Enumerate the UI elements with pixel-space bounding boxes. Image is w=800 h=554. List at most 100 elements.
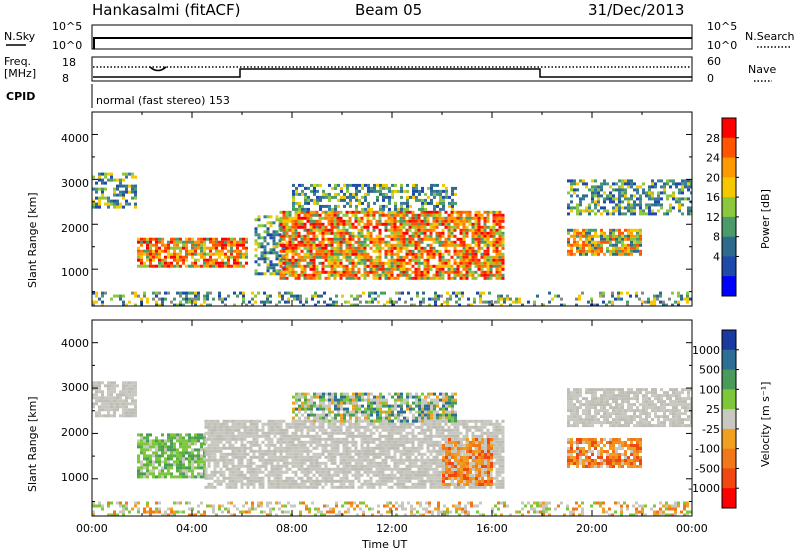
echo-cell-3	[414, 225, 418, 229]
echo-cell-2	[402, 458, 406, 462]
echo-cell-4	[439, 198, 442, 202]
echo-cell-2	[384, 449, 388, 453]
echo-cell-3	[297, 273, 301, 277]
echo-cell-4	[310, 189, 313, 193]
echo-cell-2	[390, 428, 394, 432]
echo-cell-5	[570, 188, 573, 192]
echo-cell-5	[627, 203, 630, 207]
echo-cell-2	[372, 431, 376, 435]
echo-cell-4	[355, 195, 358, 199]
echo-cell-7	[233, 303, 236, 306]
echo-cell-2	[405, 473, 409, 477]
echo-cell-0	[101, 181, 104, 185]
echo-cell-7	[599, 291, 602, 295]
echo-cell-7	[242, 300, 245, 304]
echo-cell-1	[242, 246, 245, 250]
echo-cell-3	[279, 249, 283, 253]
echo-cell-3	[318, 240, 322, 244]
echo-cell-3	[417, 261, 421, 265]
echo-cell-3	[369, 222, 373, 226]
echo-cell-5	[618, 179, 621, 183]
echo-cell-5	[624, 179, 627, 183]
echo-cell-2	[281, 254, 285, 258]
echo-cell-5	[627, 185, 630, 189]
echo-cell-3	[363, 273, 367, 277]
echo-cell-5	[672, 194, 675, 198]
echo-cell-3	[378, 261, 382, 265]
echo-cell-5	[621, 206, 624, 210]
echo-cell-3	[285, 243, 289, 247]
echo-cell-6	[627, 231, 630, 235]
echo-cell-3	[357, 231, 361, 235]
echo-cell-3	[453, 261, 457, 265]
echo-cell-3	[450, 276, 454, 280]
echo-cell-2	[254, 254, 258, 258]
echo-cell-4	[292, 198, 295, 202]
echo-cell-3	[486, 276, 490, 280]
echo-cell-5	[567, 206, 570, 210]
echo-cell-2	[312, 434, 316, 438]
echo-cell-0	[128, 202, 131, 206]
echo-cell-2	[417, 443, 421, 447]
echo-cell-3	[408, 240, 412, 244]
echo-cell-3	[282, 261, 286, 265]
echo-cell-3	[315, 219, 319, 223]
echo-cell-2	[273, 479, 277, 483]
echo-cell-2	[411, 485, 415, 489]
echo-cell-5	[690, 182, 692, 186]
echo-cell-4	[403, 189, 406, 193]
echo-cell-0	[125, 199, 128, 203]
echo-cell-3	[348, 231, 352, 235]
echo-cell-2	[249, 443, 253, 447]
echo-cell-4	[421, 189, 424, 193]
echo-cell-0	[101, 190, 104, 194]
echo-cell-3	[447, 219, 451, 223]
echo-cell-1	[173, 249, 176, 253]
echo-cell-0	[122, 408, 125, 412]
echo-cell-1	[200, 466, 203, 470]
echo-cell-3	[465, 276, 469, 280]
nsky-tick-high: 10^5	[52, 20, 82, 33]
echo-cell-2	[441, 485, 445, 489]
echo-cell-1	[215, 264, 218, 268]
echo-cell-3	[399, 267, 403, 271]
echo-cell-1	[170, 463, 173, 467]
echo-cell-2	[273, 443, 277, 447]
echo-cell-2	[306, 449, 310, 453]
echo-cell-2	[252, 443, 256, 447]
echo-cell-3	[318, 216, 322, 220]
echo-cell-3	[426, 249, 430, 253]
echo-cell-2	[210, 431, 214, 435]
echo-cell-1	[194, 261, 197, 265]
echo-cell-3	[486, 261, 490, 265]
echo-cell-7	[431, 297, 434, 301]
echo-cell-5	[600, 182, 603, 186]
echo-cell-3	[378, 276, 382, 280]
echo-cell-1	[161, 445, 164, 449]
echo-cell-5	[639, 185, 642, 189]
echo-cell-1	[161, 454, 164, 458]
echo-cell-6	[582, 243, 585, 247]
echo-cell-2	[333, 473, 337, 477]
echo-cell-3	[339, 258, 343, 262]
echo-cell-2	[270, 428, 274, 432]
echo-cell-3	[300, 270, 304, 274]
echo-cell-2	[333, 452, 337, 456]
echo-cell-2	[297, 449, 301, 453]
echo-cell-2	[276, 446, 280, 450]
echo-cell-0	[113, 390, 116, 394]
echo-cell-3	[417, 264, 421, 268]
echo-cell-5	[648, 191, 651, 195]
echo-cell-3	[462, 255, 466, 259]
echo-cell-0	[98, 175, 101, 179]
echo-cell-1	[215, 249, 218, 253]
echo-cell-3	[348, 219, 352, 223]
echo-cell-7	[248, 300, 251, 304]
echo-cell-3	[420, 276, 424, 280]
echo-cell-3	[405, 228, 409, 232]
echo-cell-1	[194, 246, 197, 250]
echo-cell-2	[222, 452, 226, 456]
echo-cell-2	[375, 437, 379, 441]
echo-cell-2	[285, 458, 289, 462]
echo-cell-5	[567, 212, 570, 216]
